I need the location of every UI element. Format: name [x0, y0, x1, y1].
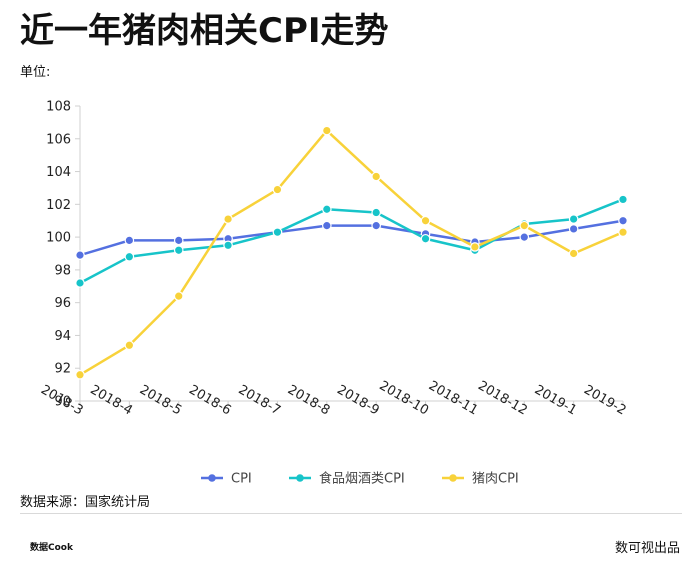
data-point	[568, 224, 579, 234]
data-point	[75, 278, 85, 288]
y-tick-label: 108	[46, 100, 71, 115]
x-tick-label: 2018-10	[376, 378, 431, 418]
x-tick-label: 2018-3	[38, 382, 85, 418]
x-tick-label: 2018-8	[285, 382, 332, 418]
data-point	[75, 250, 85, 260]
legend-swatch-dot	[208, 474, 216, 482]
y-tick-label: 96	[54, 296, 71, 311]
data-point	[223, 214, 233, 224]
data-point	[322, 125, 332, 136]
footer-divider	[20, 513, 682, 514]
data-point	[173, 245, 184, 256]
data-point	[470, 242, 480, 252]
x-tick-label: 2018-11	[426, 378, 481, 418]
data-point	[124, 235, 135, 246]
legend-label: CPI	[231, 472, 252, 487]
logo: 数据Cook	[30, 543, 73, 553]
x-tick-label: 2019-2	[581, 382, 628, 418]
brand-credit: 数可视出品	[614, 541, 680, 556]
y-tick-label: 102	[46, 198, 71, 213]
data-point	[371, 171, 381, 182]
data-point	[568, 248, 579, 259]
unit-label: 单位:	[20, 65, 51, 80]
data-point	[322, 220, 332, 231]
data-point	[75, 369, 85, 380]
data-point	[618, 215, 628, 226]
series-line-2	[78, 198, 625, 285]
y-tick-label: 100	[46, 231, 71, 246]
data-point	[124, 340, 135, 351]
data-point	[124, 251, 135, 262]
data-point	[371, 220, 381, 231]
y-tick-label: 98	[54, 263, 71, 278]
data-point	[420, 215, 431, 226]
data-point	[420, 233, 431, 244]
series-line-3	[78, 129, 625, 377]
data-point	[322, 204, 332, 215]
data-point	[173, 235, 184, 246]
chart-title: 近一年猪肉相关CPI走势	[20, 11, 389, 51]
legend-swatch-dot	[449, 474, 457, 482]
x-tick-label: 2018-4	[87, 382, 134, 418]
legend-label: 食品烟酒类CPI	[319, 471, 405, 487]
legend-swatch-dot	[296, 474, 304, 482]
y-tick-label: 90	[54, 395, 71, 410]
y-tick-label: 92	[54, 362, 71, 377]
y-tick-label: 106	[46, 132, 71, 147]
x-tick-label: 2018-6	[186, 382, 233, 418]
data-point	[618, 227, 628, 237]
data-point	[618, 194, 628, 205]
data-point	[272, 184, 283, 195]
x-tick-label: 2018-9	[334, 382, 381, 418]
x-tick-label: 2018-5	[137, 382, 184, 418]
x-tick-label: 2019-1	[532, 382, 579, 418]
x-tick-label: 2018-7	[236, 382, 283, 418]
data-point	[519, 220, 530, 231]
data-point	[223, 240, 233, 251]
data-point	[568, 214, 579, 224]
x-tick-label: 2018-12	[475, 378, 530, 418]
data-point	[173, 291, 184, 301]
data-point	[519, 232, 530, 242]
y-tick-label: 104	[46, 165, 71, 180]
y-tick-label: 94	[54, 329, 71, 344]
legend-label: 猪肉CPI	[472, 472, 519, 487]
data-point	[371, 207, 381, 218]
data-source: 数据来源：国家统计局	[20, 495, 151, 510]
series-line-1	[78, 219, 625, 257]
data-point	[272, 227, 283, 237]
